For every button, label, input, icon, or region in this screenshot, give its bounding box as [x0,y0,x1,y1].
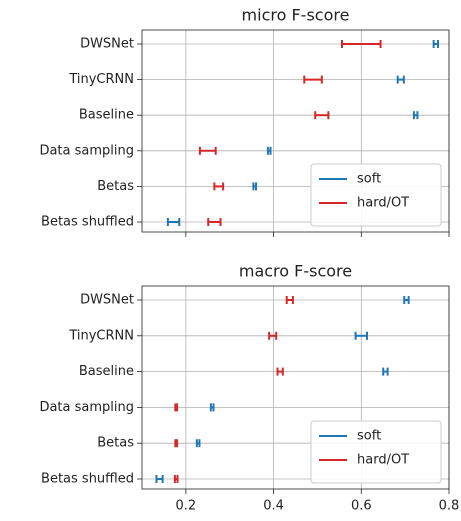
error-bar [213,182,225,191]
error-bar [314,111,330,120]
error-bar [303,75,323,84]
y-tick-label: DWSNet [80,37,134,52]
error-bar [432,40,440,48]
error-bar [207,218,222,226]
error-bar [155,475,164,483]
error-bar [285,296,294,304]
y-tick-label: DWSNet [80,293,134,308]
error-bar [166,218,181,226]
legend-label: soft [357,172,381,187]
chart-title: micro F-score [242,6,350,25]
error-bar [198,146,217,155]
y-tick-label: Betas [97,179,134,194]
error-bar [174,403,179,412]
error-bar [252,182,258,191]
error-bar [173,475,179,483]
y-tick-label: Data sampling [39,400,134,415]
chart-title: macro F-score [239,262,352,281]
error-bar [354,331,368,340]
legend-label: hard/OT [357,453,409,468]
y-tick-label: Betas shuffled [41,472,134,487]
y-tick-label: Data sampling [39,143,134,158]
legend-label: hard/OT [357,196,409,211]
y-tick-label: Betas [97,436,134,451]
legend-label: soft [357,429,381,444]
x-tick-label: 0.6 [351,499,372,514]
error-bar [340,40,382,48]
error-bar [382,367,389,376]
y-tick-label: TinyCRNN [68,72,134,87]
plot-frame [141,29,450,233]
error-bar [209,403,215,412]
error-bar [174,439,179,448]
x-tick-label: 0.4 [263,499,284,514]
y-tick-label: Baseline [79,364,134,379]
error-bar [266,146,272,155]
error-bar [195,439,201,448]
y-tick-label: TinyCRNN [68,328,134,343]
plot-frame [141,285,450,490]
x-tick-label: 0.2 [176,499,197,514]
y-tick-label: Baseline [79,108,134,123]
y-tick-label: Betas shuffled [41,215,134,230]
error-bar [276,367,284,376]
x-tick-label: 0.8 [439,499,460,514]
error-bar [412,111,419,120]
error-bar [268,331,278,340]
error-bar [403,296,410,304]
error-bar [396,75,405,84]
